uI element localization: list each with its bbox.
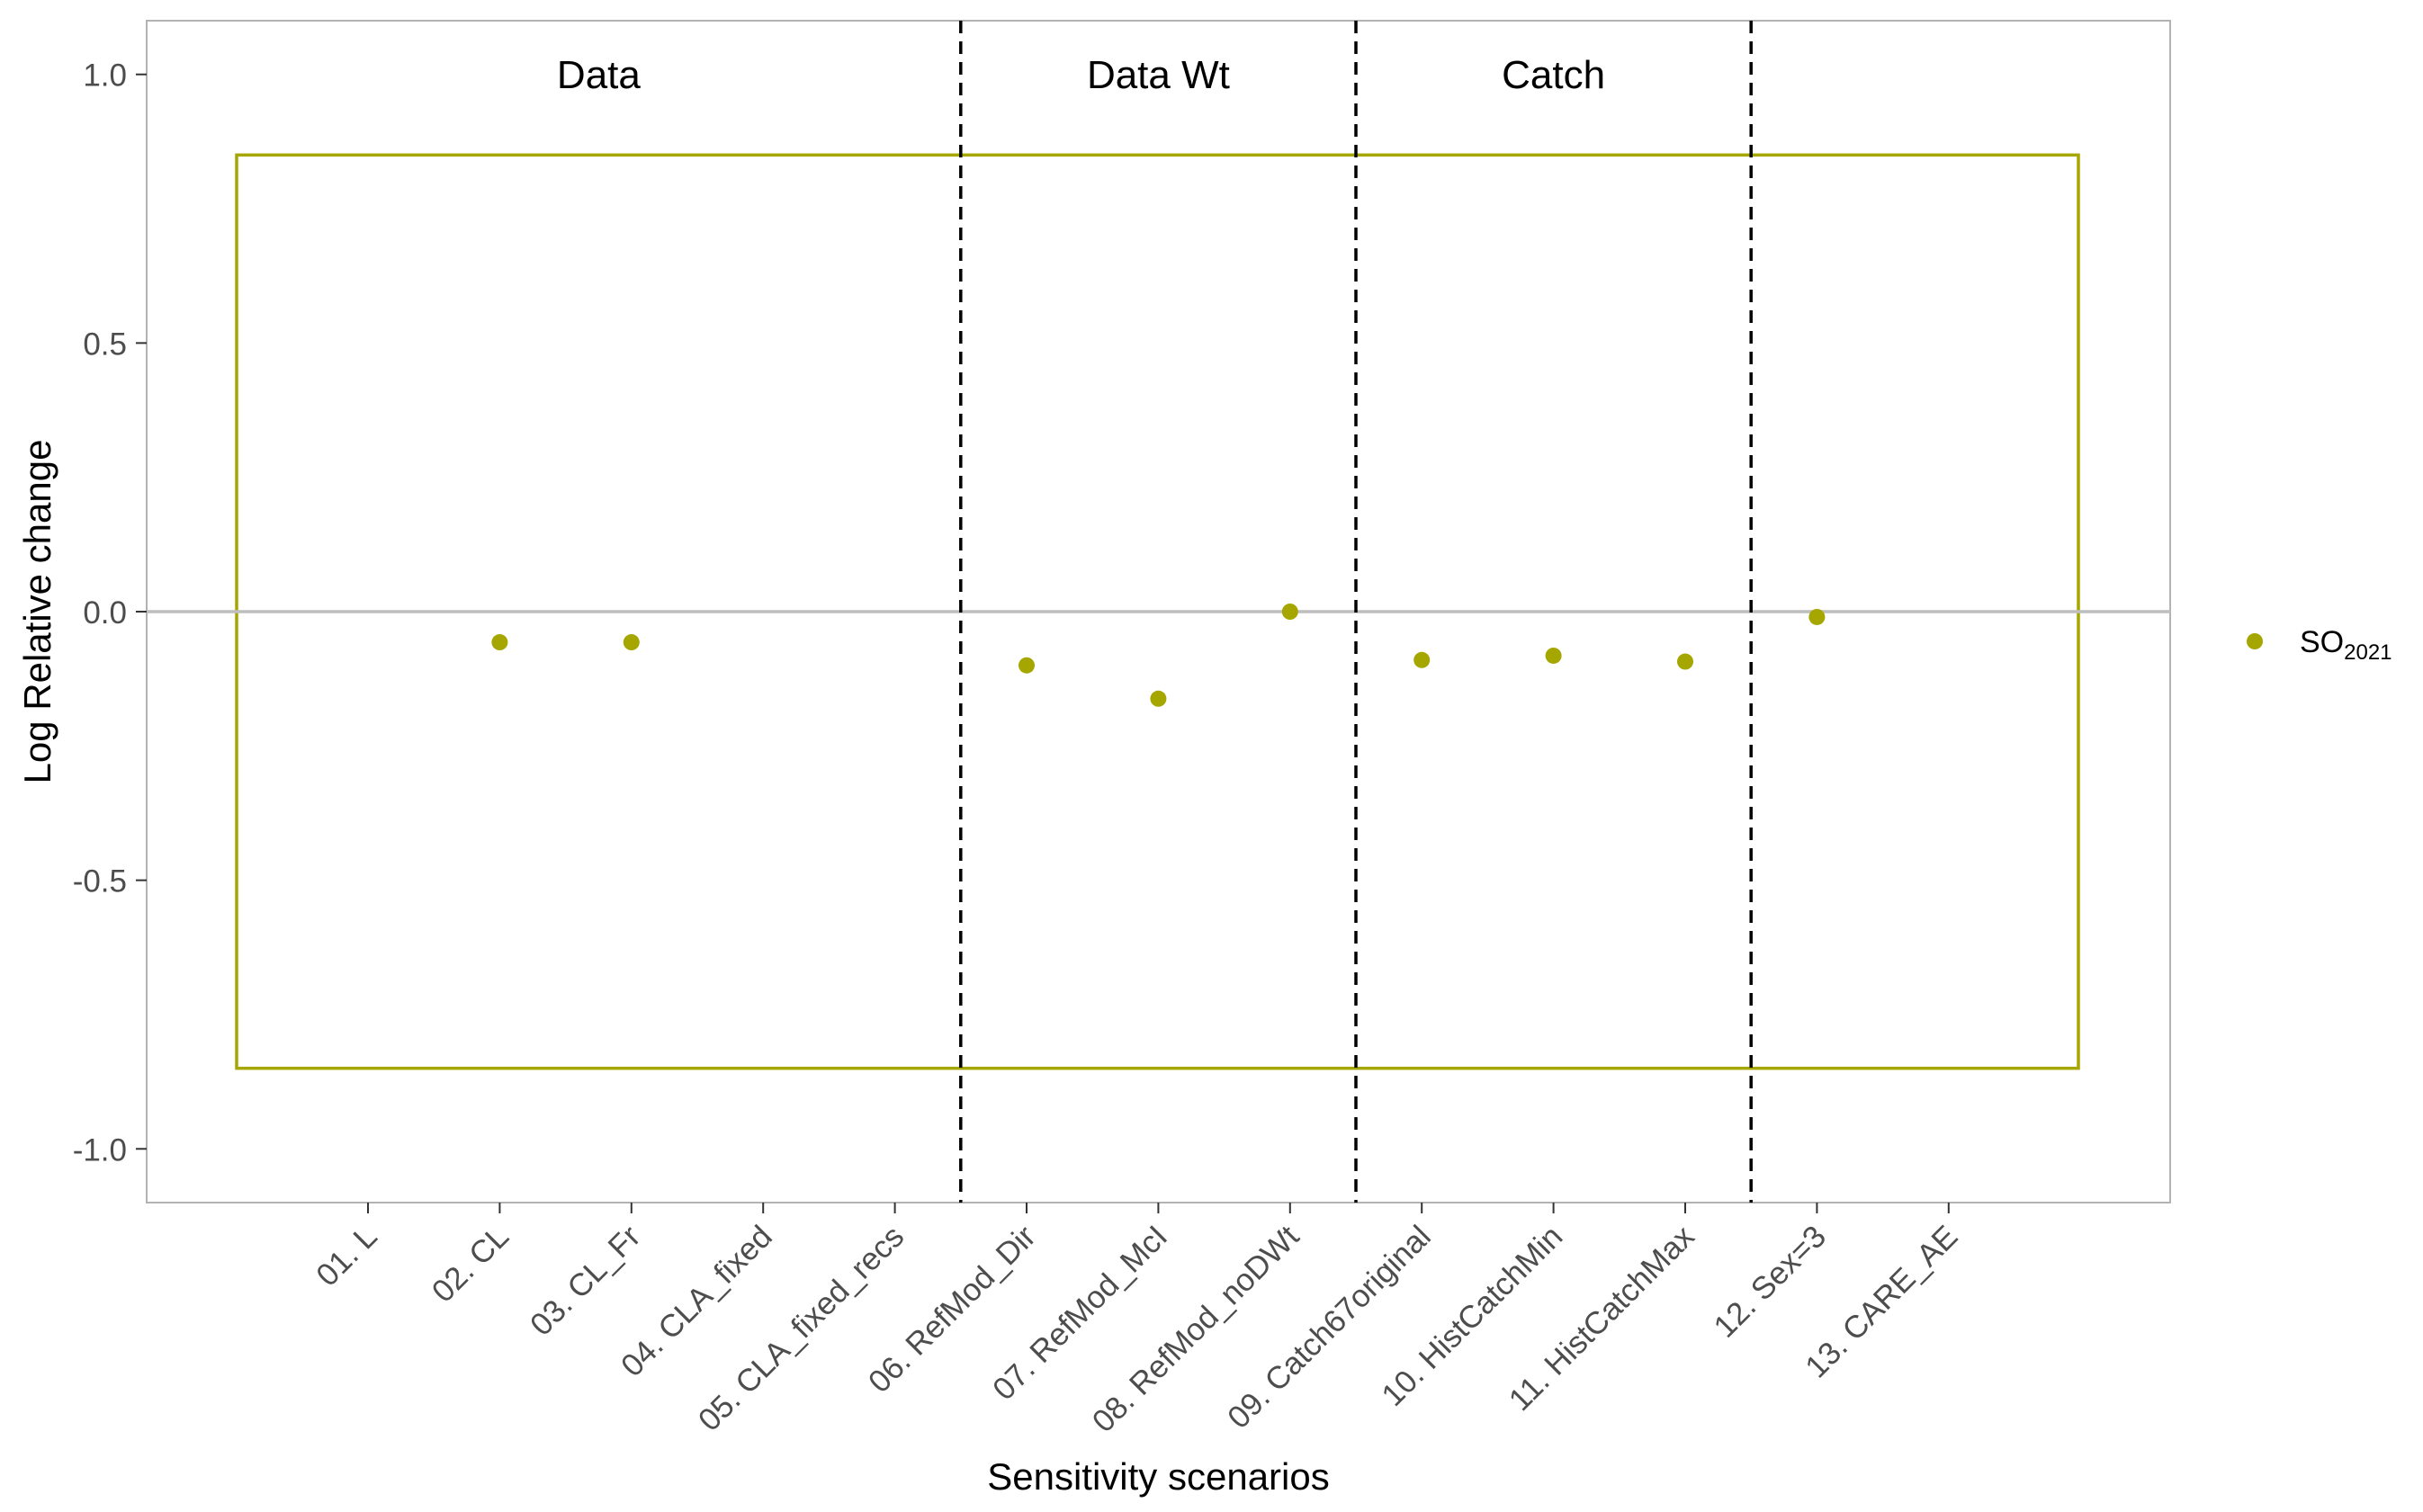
y-tick-label: -1.0 [73,1132,127,1168]
section-label: Data [557,53,641,97]
data-point [491,634,508,651]
data-point [1545,647,1562,664]
y-tick-label: 1.0 [83,58,127,94]
data-point [1677,653,1693,670]
data-point [1150,690,1167,707]
data-point [1019,657,1035,674]
data-point [1281,604,1298,620]
section-label: Catch [1502,53,1605,97]
y-tick-label: -0.5 [73,864,127,899]
y-axis-title: Log Relative change [16,440,58,784]
data-point [1808,608,1826,625]
plot-area: Data Data Wt Catch [146,20,2171,1203]
data-point [1413,651,1431,668]
y-tick-label: 0.5 [83,327,127,362]
legend-marker [2247,633,2263,649]
legend-label: SO2021 [2300,625,2392,665]
legend: SO2021 [2247,625,2392,665]
section-label: Data Wt [1087,53,1230,97]
x-axis-title: Sensitivity scenarios [987,1455,1329,1498]
y-tick-label: 0.0 [83,595,127,631]
data-point [623,634,640,651]
